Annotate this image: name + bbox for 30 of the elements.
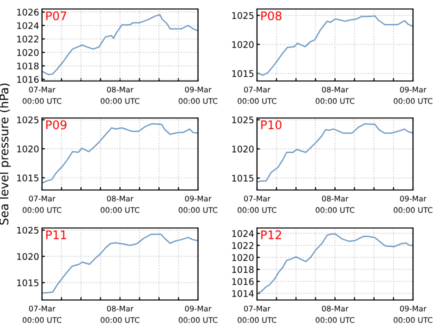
y-tick-label: 1018 xyxy=(17,62,39,70)
y-tick-label: 1015 xyxy=(17,174,38,182)
y-tick-label: 1022 xyxy=(232,242,254,249)
chart-title: P10 xyxy=(261,120,282,130)
y-tick-label: 1018 xyxy=(232,266,254,273)
y-tick-label: 1020 xyxy=(232,41,254,48)
chart-title: P09 xyxy=(46,120,66,130)
y-tick-label: 1020 xyxy=(17,49,39,56)
y-tick-label: 1015 xyxy=(17,279,38,286)
y-tick-label: 1015 xyxy=(232,174,254,182)
y-tick-label: 1020 xyxy=(17,253,39,260)
y-tick-label: 1016 xyxy=(232,278,254,285)
y-tick-label: 1025 xyxy=(17,116,38,124)
chart-title: P11 xyxy=(46,230,66,240)
y-tick-label: 1020 xyxy=(232,254,254,261)
chart-title: P08 xyxy=(261,11,282,20)
y-tick-label: 1025 xyxy=(232,12,254,19)
chart-title: P07 xyxy=(46,11,66,20)
y-tick-label: 1024 xyxy=(232,230,254,237)
y-tick-label: 1014 xyxy=(232,290,254,297)
y-tick-label: 1026 xyxy=(17,8,39,16)
y-tick-label: 1015 xyxy=(232,70,254,78)
chart-title: P12 xyxy=(261,230,282,240)
y-tick-label: 1024 xyxy=(17,22,39,30)
y-tick-label: 1020 xyxy=(232,146,254,152)
y-tick-label: 1020 xyxy=(17,146,39,152)
y-tick-label: 1025 xyxy=(232,116,254,124)
y-tick-label: 1022 xyxy=(17,36,38,42)
y-tick-label: 1016 xyxy=(17,76,39,83)
y-tick-label: 1025 xyxy=(17,226,38,234)
